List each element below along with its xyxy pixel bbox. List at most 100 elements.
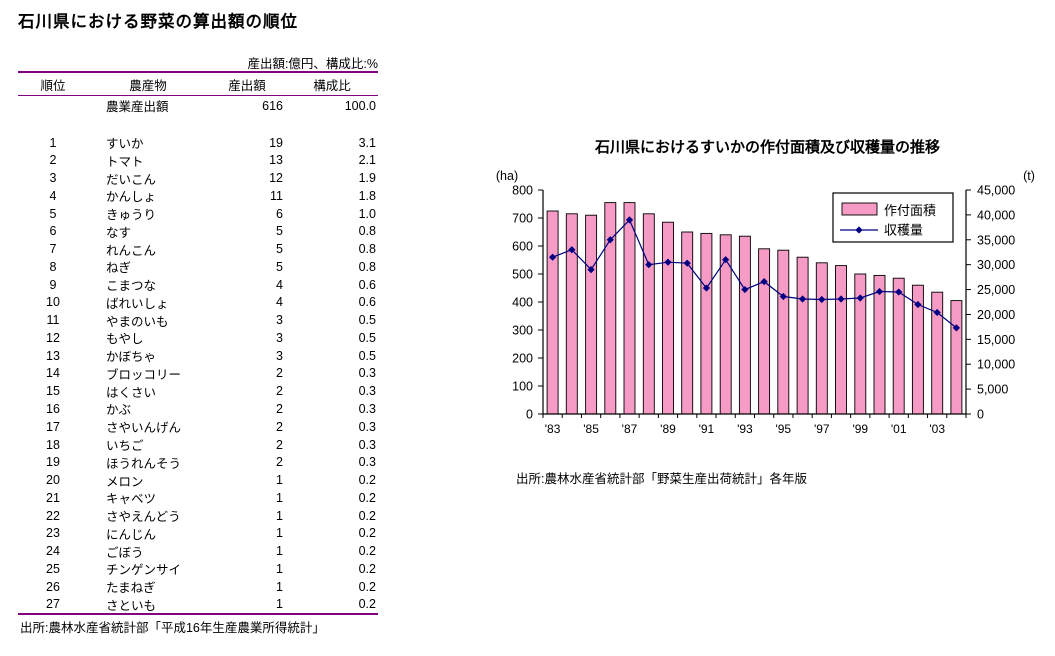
right-tick-label: 20,000 bbox=[977, 308, 1015, 322]
table-row: 15 はくさい 2 0.3 bbox=[18, 382, 378, 400]
rank-cell: 25 bbox=[46, 561, 60, 576]
share-cell: 0.2 bbox=[358, 508, 376, 523]
rank-cell: 1 bbox=[49, 135, 57, 150]
crop-cell: かんしょ bbox=[106, 190, 157, 205]
crop-cell: さやいんげん bbox=[106, 421, 182, 436]
rank-cell: 9 bbox=[49, 277, 57, 292]
x-tick-label: '01 bbox=[891, 422, 907, 436]
units-note: 産出額:億円、構成比:% bbox=[247, 57, 378, 71]
value-cell: 5 bbox=[276, 259, 283, 274]
share-cell: 1.8 bbox=[358, 188, 376, 203]
table-header-row: 順位 農産物 産出額 構成比 bbox=[18, 73, 378, 96]
table-row: 6 なす 5 0.8 bbox=[18, 222, 378, 240]
table-row: 21 キャベツ 1 0.2 bbox=[18, 488, 378, 507]
value-cell: 6 bbox=[276, 206, 283, 221]
value-cell: 1 bbox=[276, 544, 283, 559]
table-total-row: 農業産出額 616 100.0 bbox=[18, 96, 378, 115]
rank-cell: 11 bbox=[46, 313, 60, 328]
harvest-line bbox=[552, 218, 957, 329]
crop-cell: ばれいしょ bbox=[106, 296, 169, 311]
planted-area-bar bbox=[873, 274, 886, 415]
rank-cell: 7 bbox=[49, 242, 57, 257]
right-tick-label: 10,000 bbox=[977, 358, 1015, 372]
left-tick-label: 400 bbox=[512, 296, 533, 310]
value-cell: 5 bbox=[276, 242, 283, 257]
value-cell: 12 bbox=[269, 171, 283, 186]
harvest-marker bbox=[895, 288, 903, 296]
harvest-marker bbox=[606, 236, 614, 244]
watermelon-chart: 0 100 200 300 400 500 600 700 800 0 5,000 10,000 15,… bbox=[496, 169, 1035, 436]
left-tick-label: 0 bbox=[526, 408, 533, 422]
value-cell: 2 bbox=[276, 366, 283, 381]
legend-bar-swatch-icon bbox=[841, 202, 878, 216]
table-row: 10 ばれいしょ 4 0.6 bbox=[18, 293, 378, 311]
harvest-marker bbox=[798, 295, 807, 303]
share-cell: 0.5 bbox=[358, 348, 376, 363]
value-cell: 3 bbox=[276, 313, 283, 328]
legend-box bbox=[832, 192, 954, 243]
crop-cell: たまねぎ bbox=[106, 581, 156, 596]
crop-cell: こまつな bbox=[106, 279, 157, 294]
value-cell: 2 bbox=[276, 455, 283, 470]
crop-cell: チンゲンサイ bbox=[106, 563, 182, 578]
share-cell: 0.2 bbox=[358, 561, 376, 576]
left-tick-label: 800 bbox=[512, 184, 533, 198]
share-cell: 0.8 bbox=[358, 224, 376, 239]
right-axis-unit-label: (t) bbox=[1023, 169, 1035, 183]
planted-area-bar bbox=[950, 300, 963, 415]
value-cell: 5 bbox=[276, 224, 283, 239]
total-name-cell: 農業産出額 bbox=[106, 100, 169, 114]
share-cell: 0.2 bbox=[358, 544, 376, 559]
left-tick-label: 200 bbox=[512, 352, 533, 366]
left-axis-unit-label: (ha) bbox=[496, 169, 518, 183]
table-row: 26 たまねぎ 1 0.2 bbox=[18, 577, 378, 596]
table-row: 25 チンゲンサイ 1 0.2 bbox=[18, 559, 378, 578]
right-tick-label: 45,000 bbox=[977, 184, 1015, 198]
page-title: 石川県における野菜の算出額の順位 bbox=[18, 13, 298, 31]
share-cell: 0.5 bbox=[358, 313, 376, 328]
harvest-marker bbox=[779, 292, 787, 301]
right-tick-label: 40,000 bbox=[977, 208, 1015, 222]
share-cell: 0.6 bbox=[358, 295, 376, 310]
x-tick-label: '03 bbox=[929, 422, 945, 436]
rank-cell: 12 bbox=[46, 330, 60, 345]
share-cell: 0.8 bbox=[358, 242, 376, 257]
planted-area-bar bbox=[835, 265, 847, 415]
crop-cell: もやし bbox=[106, 332, 144, 347]
rank-cell: 23 bbox=[46, 526, 60, 541]
table-row: 27 さといも 1 0.2 bbox=[18, 595, 378, 613]
legend-diamond-icon bbox=[855, 226, 863, 234]
table-body: 1 すいか 19 3.1 2 トマト 13 2.1 3 だいこん 12 1.9 4 かんしょ 11 1.8 5 き… bbox=[18, 133, 378, 613]
share-cell: 3.1 bbox=[358, 135, 376, 150]
value-cell: 1 bbox=[276, 473, 283, 488]
share-cell: 0.3 bbox=[358, 366, 376, 381]
planted-area-bar bbox=[623, 202, 636, 415]
crop-cell: キャベツ bbox=[106, 492, 157, 507]
crop-cell: ほうれんそう bbox=[106, 456, 182, 471]
table-row: 7 れんこん 5 0.8 bbox=[18, 240, 378, 258]
x-tick-label: '87 bbox=[622, 422, 638, 436]
x-tick-label: '97 bbox=[814, 422, 830, 436]
harvest-marker bbox=[818, 295, 826, 304]
rank-cell: 4 bbox=[49, 188, 57, 203]
right-tick-label: 35,000 bbox=[977, 233, 1015, 247]
rank-cell: 6 bbox=[49, 224, 57, 239]
table-row: 20 メロン 1 0.2 bbox=[18, 471, 378, 489]
share-cell: 2.1 bbox=[358, 153, 376, 168]
crop-cell: にんじん bbox=[106, 527, 157, 542]
planted-area-bar bbox=[662, 221, 674, 415]
table-row: 4 かんしょ 11 1.8 bbox=[18, 186, 378, 205]
value-cell: 11 bbox=[270, 188, 283, 203]
rank-cell: 27 bbox=[46, 597, 60, 612]
crop-cell: さといも bbox=[106, 598, 157, 613]
x-tick-label: '91 bbox=[699, 422, 715, 436]
legend-label-planted-area: 作付面積 bbox=[884, 203, 936, 218]
share-cell: 0.2 bbox=[358, 490, 376, 505]
planted-area-bar bbox=[815, 262, 828, 415]
harvest-marker bbox=[914, 300, 922, 309]
share-cell: 0.3 bbox=[358, 437, 376, 452]
value-cell: 19 bbox=[269, 135, 283, 150]
planted-area-bar bbox=[796, 256, 809, 415]
harvest-marker bbox=[875, 287, 884, 296]
